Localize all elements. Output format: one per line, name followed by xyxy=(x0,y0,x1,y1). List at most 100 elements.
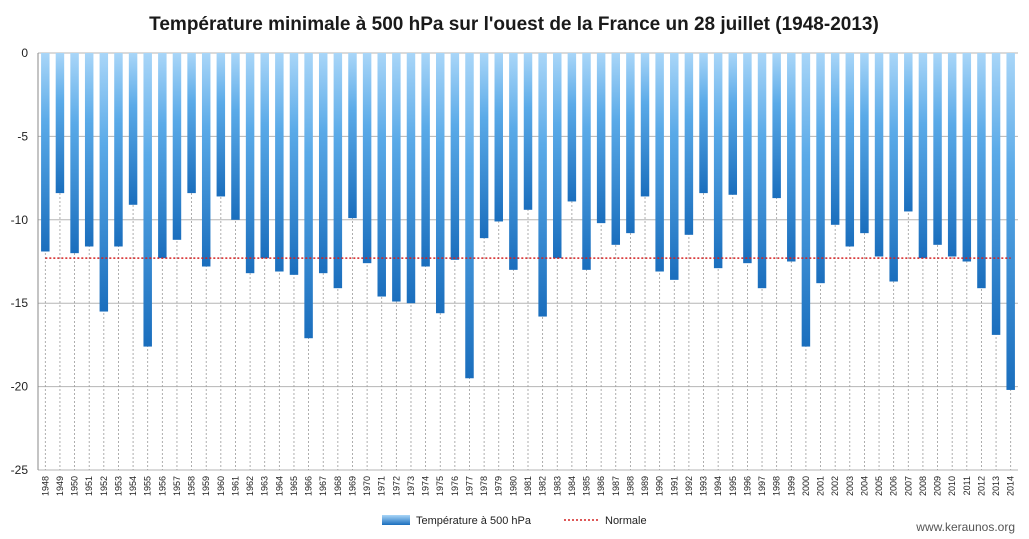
x-tick-label: 1991 xyxy=(669,476,679,496)
bar xyxy=(201,53,211,267)
x-tick-label: 1979 xyxy=(494,476,504,496)
bar xyxy=(392,53,401,302)
x-tick-label: 1981 xyxy=(523,476,533,496)
x-tick-label: 1948 xyxy=(40,476,50,496)
legend-label-temperature: Température à 500 hPa xyxy=(416,515,532,527)
bar xyxy=(377,53,386,297)
x-tick-label: 1965 xyxy=(289,476,299,496)
bar xyxy=(55,53,65,194)
x-tick-label: 1977 xyxy=(464,476,474,496)
bar xyxy=(889,53,898,282)
x-tick-label: 2009 xyxy=(933,476,943,496)
x-tick-label: 1973 xyxy=(406,476,416,496)
bar xyxy=(962,53,972,262)
y-axis-ticks: 0 -5 -10 -15 -20 -25 xyxy=(11,46,29,477)
y-tick-label: -15 xyxy=(11,296,29,310)
y-tick-label: 0 xyxy=(21,46,28,60)
x-tick-label: 2004 xyxy=(859,476,869,496)
x-tick-label: 1999 xyxy=(786,476,796,496)
bar xyxy=(860,53,869,234)
x-tick-label: 1986 xyxy=(596,476,606,496)
bar xyxy=(318,53,328,274)
y-tick-label: -5 xyxy=(17,129,28,143)
bar xyxy=(333,53,343,289)
x-tick-label: 1978 xyxy=(479,476,489,496)
bar xyxy=(523,53,533,210)
bar xyxy=(830,53,840,225)
bar xyxy=(801,53,811,347)
x-tick-label: 1952 xyxy=(99,476,109,496)
bar xyxy=(1006,53,1015,390)
bar xyxy=(41,53,50,252)
x-tick-label: 1987 xyxy=(611,476,621,496)
x-tick-label: 1985 xyxy=(582,476,592,496)
x-tick-label: 1998 xyxy=(772,476,782,496)
x-tick-label: 1990 xyxy=(655,476,665,496)
x-tick-label: 1962 xyxy=(245,476,255,496)
bar xyxy=(70,53,79,254)
bar xyxy=(728,53,738,195)
x-tick-label: 1956 xyxy=(157,476,167,496)
x-tick-label: 2001 xyxy=(816,476,826,496)
x-tick-label: 1992 xyxy=(684,476,694,496)
x-tick-label: 2013 xyxy=(991,476,1001,496)
bar xyxy=(991,53,1001,335)
x-tick-label: 1996 xyxy=(742,476,752,496)
legend: Température à 500 hPa Normale xyxy=(382,515,647,527)
bar xyxy=(933,53,942,245)
x-tick-label: 2011 xyxy=(962,476,972,495)
bar xyxy=(128,53,138,205)
x-tick-label: 1980 xyxy=(508,476,518,496)
x-tick-label: 2007 xyxy=(903,476,913,496)
bar xyxy=(362,53,372,264)
x-tick-label: 1951 xyxy=(84,476,94,496)
bar xyxy=(348,53,357,219)
bar xyxy=(787,53,796,262)
bar xyxy=(289,53,299,275)
bar xyxy=(245,53,255,274)
bar xyxy=(626,53,635,234)
x-tick-label: 1953 xyxy=(113,476,123,496)
x-tick-label: 2010 xyxy=(947,476,957,496)
legend-label-normale: Normale xyxy=(605,515,647,527)
bar xyxy=(99,53,109,312)
x-tick-label: 1974 xyxy=(421,476,431,496)
bar xyxy=(670,53,679,280)
bar xyxy=(421,53,430,267)
x-tick-label: 1982 xyxy=(538,476,548,496)
x-tick-label: 1961 xyxy=(230,476,240,496)
x-tick-label: 1976 xyxy=(450,476,460,496)
x-tick-label: 2008 xyxy=(918,476,928,496)
x-tick-label: 2012 xyxy=(976,476,986,496)
bar xyxy=(918,53,928,259)
x-tick-label: 1970 xyxy=(362,476,372,496)
bar xyxy=(143,53,152,347)
bar xyxy=(450,53,460,260)
bar xyxy=(172,53,182,240)
x-tick-label: 1967 xyxy=(318,476,328,496)
x-tick-label: 1971 xyxy=(377,476,387,496)
x-tick-label: 1993 xyxy=(699,476,709,496)
bar xyxy=(158,53,167,259)
bar xyxy=(845,53,855,247)
x-tick-label: 1955 xyxy=(143,476,153,496)
bars xyxy=(41,53,1015,390)
credit-text: www.keraunos.org xyxy=(915,520,1015,534)
x-tick-label: 1988 xyxy=(625,476,635,496)
bar xyxy=(699,53,708,194)
bar xyxy=(275,53,284,272)
bar xyxy=(684,53,694,235)
legend-swatch-temperature xyxy=(382,515,410,525)
bar xyxy=(640,53,650,197)
bar xyxy=(713,53,723,269)
x-tick-label: 1997 xyxy=(757,476,767,496)
x-tick-label: 1957 xyxy=(172,476,182,496)
bar xyxy=(406,53,416,304)
bar xyxy=(947,53,957,257)
bar xyxy=(611,53,621,245)
x-tick-label: 1984 xyxy=(567,476,577,496)
x-tick-label: 1972 xyxy=(391,476,401,496)
bar xyxy=(260,53,269,259)
bar xyxy=(435,53,445,314)
